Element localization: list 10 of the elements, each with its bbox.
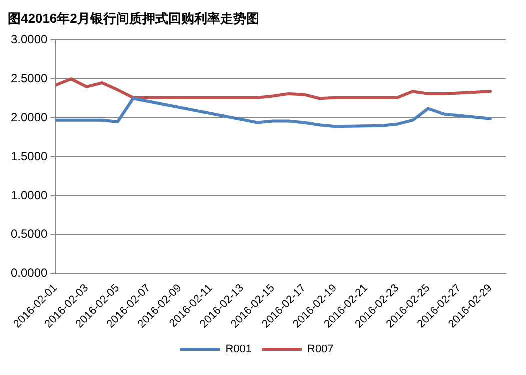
legend-label: R007 bbox=[308, 344, 334, 356]
y-tick-label: 2.5000 bbox=[11, 71, 48, 86]
legend-label: R001 bbox=[226, 344, 252, 356]
y-tick-label: 1.0000 bbox=[11, 188, 48, 202]
y-tick-label: 0.0000 bbox=[11, 266, 48, 280]
y-tick-label: 3.0000 bbox=[11, 32, 48, 47]
y-tick-label: 0.5000 bbox=[11, 227, 48, 242]
y-tick-label: 2.0000 bbox=[11, 110, 48, 124]
y-tick-label: 1.5000 bbox=[11, 149, 48, 164]
chart-title: 图42016年2月银行间质押式回购利率走势图 bbox=[8, 10, 260, 28]
